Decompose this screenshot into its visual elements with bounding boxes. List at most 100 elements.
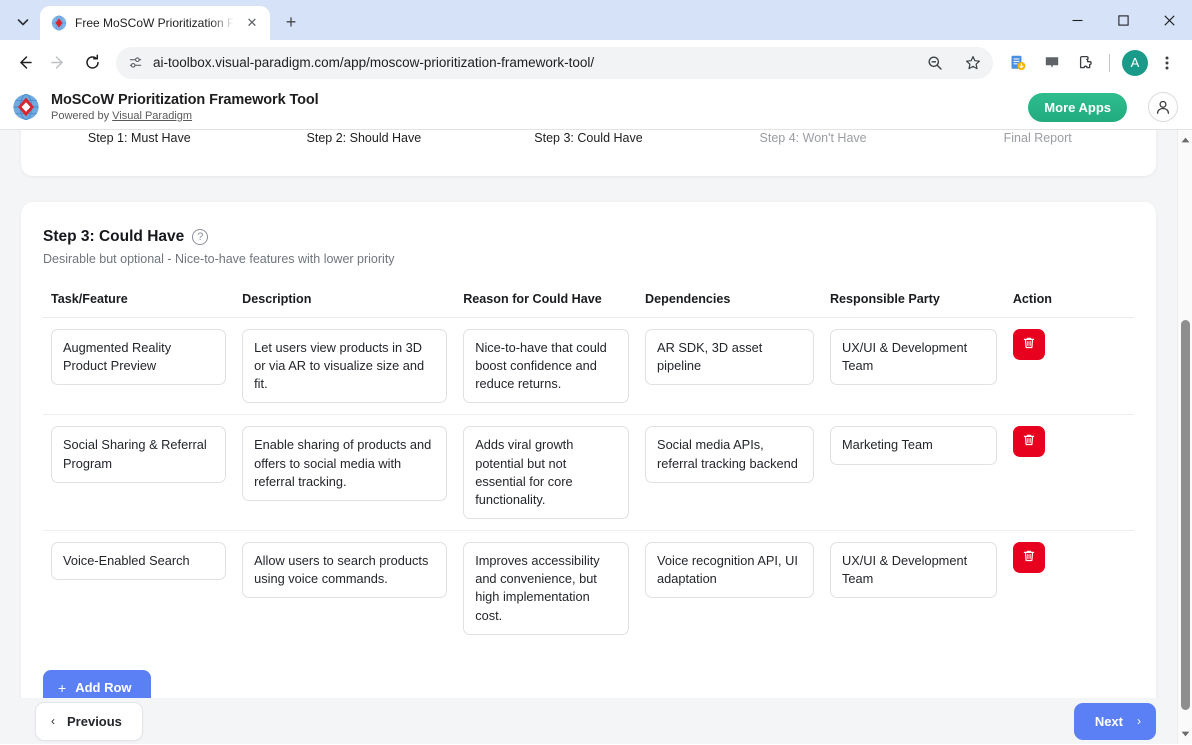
browser-toolbar: ai-toolbox.visual-paradigm.com/app/mosco… [0, 40, 1192, 85]
table-header: Task/Feature Description Reason for Coul… [43, 292, 1134, 318]
task-input[interactable]: Augmented Reality Product Preview [51, 329, 227, 386]
cell-dependencies: AR SDK, 3D asset pipeline [637, 317, 822, 416]
window-minimize-icon[interactable] [1054, 0, 1100, 40]
cell-task: Social Sharing & Referral Program [43, 414, 235, 532]
stepper-step-1[interactable]: Step 1: Must Have [27, 130, 252, 176]
stepper-step-2[interactable]: Step 2: Should Have [252, 130, 477, 176]
address-bar[interactable]: ai-toolbox.visual-paradigm.com/app/mosco… [116, 46, 993, 79]
table-row: Social Sharing & Referral Program Enable… [43, 414, 1134, 532]
user-account-icon[interactable] [1148, 92, 1178, 122]
responsible-input[interactable]: UX/UI & Development Team [829, 542, 997, 599]
responsible-input[interactable]: UX/UI & Development Team [829, 329, 997, 386]
previous-button[interactable]: ‹ Previous [35, 701, 143, 741]
section-subtitle: Desirable but optional - Nice-to-have fe… [43, 252, 395, 266]
more-apps-button[interactable]: More Apps [1028, 92, 1127, 122]
trash-icon [1022, 336, 1036, 353]
back-icon[interactable] [8, 47, 40, 79]
page-scrollbar[interactable] [1177, 130, 1192, 744]
stepper: Step 1: Must Have Step 2: Should Have St… [21, 130, 1156, 176]
page-scroll-area: Step 1: Must Have Step 2: Should Have St… [0, 130, 1177, 744]
chevron-right-icon: › [1137, 714, 1141, 728]
zoom-out-icon[interactable] [921, 49, 949, 77]
reason-input[interactable]: Adds viral growth potential but not esse… [463, 426, 630, 520]
app-title-group: MoSCoW Prioritization Framework Tool Pow… [51, 92, 1017, 122]
dependencies-input[interactable]: AR SDK, 3D asset pipeline [645, 329, 814, 386]
scroll-down-icon[interactable] [1178, 726, 1192, 742]
bookmark-star-icon[interactable] [959, 49, 987, 77]
column-header-description: Description [234, 292, 456, 318]
reading-list-extension-icon[interactable] [1003, 48, 1033, 78]
step-label: Step 4: Won't Have [759, 131, 867, 145]
column-header-responsible: Responsible Party [821, 292, 1005, 318]
description-input[interactable]: Enable sharing of products and offers to… [242, 426, 448, 501]
reason-input[interactable]: Improves accessibility and convenience, … [463, 542, 630, 635]
forward-icon[interactable] [42, 47, 74, 79]
column-header-task: Task/Feature [43, 292, 235, 318]
cell-description: Enable sharing of products and offers to… [234, 414, 456, 532]
add-row-label: Add Row [75, 680, 132, 696]
browser-tab[interactable]: Free MoSCoW Prioritization Fra ✕ [40, 6, 270, 40]
cell-description: Allow users to search products using voi… [234, 531, 455, 646]
section-header: Step 3: Could Have ? [43, 228, 1134, 246]
cell-responsible: UX/UI & Development Team [821, 317, 1005, 416]
cell-action [1005, 531, 1134, 646]
dependencies-input[interactable]: Social media APIs, referral tracking bac… [645, 426, 814, 483]
reload-icon[interactable] [76, 47, 108, 79]
chevron-left-icon: ‹ [51, 714, 55, 728]
stepper-step-final[interactable]: Final Report [925, 130, 1150, 176]
cell-reason: Adds viral growth potential but not esse… [455, 414, 638, 532]
window-maximize-icon[interactable] [1100, 0, 1146, 40]
delete-row-button[interactable] [1012, 542, 1045, 574]
window-controls [1054, 0, 1192, 40]
help-icon[interactable]: ? [192, 229, 209, 245]
description-input[interactable]: Allow users to search products using voi… [242, 542, 448, 599]
app-title: MoSCoW Prioritization Framework Tool [51, 91, 319, 108]
url-text: ai-toolbox.visual-paradigm.com/app/mosco… [153, 55, 595, 70]
responsible-input[interactable]: Marketing Team [829, 426, 997, 465]
table-row: Augmented Reality Product Preview Let us… [43, 317, 1134, 416]
stepper-step-4[interactable]: Step 4: Won't Have [701, 130, 926, 176]
table-body: Augmented Reality Product Preview Let us… [43, 317, 1134, 646]
delete-row-button[interactable] [1012, 329, 1045, 360]
delete-row-button[interactable] [1012, 426, 1045, 458]
cell-dependencies: Voice recognition API, UI adaptation [637, 531, 822, 646]
cell-responsible: Marketing Team [821, 414, 1005, 532]
task-input[interactable]: Voice-Enabled Search [51, 542, 227, 581]
trash-icon [1022, 433, 1036, 450]
table-header-row: Task/Feature Description Reason for Coul… [43, 292, 1134, 318]
window-close-icon[interactable] [1146, 0, 1192, 40]
scrollbar-thumb[interactable] [1181, 320, 1190, 710]
extensions-puzzle-icon[interactable] [1071, 48, 1101, 78]
tab-search-icon[interactable] [6, 6, 40, 38]
close-tab-icon[interactable]: ✕ [246, 15, 258, 30]
description-input[interactable]: Let users view products in 3D or via AR … [242, 329, 448, 404]
chrome-menu-icon[interactable] [1152, 48, 1182, 78]
stepper-step-3[interactable]: Step 3: Could Have [476, 130, 701, 176]
app-header: MoSCoW Prioritization Framework Tool Pow… [0, 85, 1192, 130]
cell-reason: Improves accessibility and convenience, … [455, 531, 637, 646]
plus-icon: + [58, 679, 67, 696]
visual-paradigm-link[interactable]: Visual Paradigm [112, 109, 193, 122]
step-label: Step 3: Could Have [534, 131, 643, 145]
site-settings-icon[interactable] [128, 55, 143, 70]
comment-pin-icon[interactable] [1037, 48, 1067, 78]
cell-action [1004, 317, 1134, 416]
cell-reason: Nice-to-have that could boost confidence… [455, 317, 638, 416]
new-tab-icon[interactable]: + [285, 11, 297, 32]
table-row: Voice-Enabled Search Allow users to sear… [43, 531, 1134, 646]
column-header-dependencies: Dependencies [637, 292, 822, 318]
profile-avatar[interactable]: A [1122, 49, 1148, 76]
next-label: Next [1094, 713, 1123, 729]
cell-task: Voice-Enabled Search [43, 531, 234, 646]
dependencies-input[interactable]: Voice recognition API, UI adaptation [645, 542, 814, 599]
scroll-up-icon[interactable] [1178, 132, 1192, 148]
next-button[interactable]: Next › [1073, 702, 1156, 740]
page-title: Step 3: Could Have [43, 228, 185, 245]
visual-paradigm-favicon-icon [51, 15, 67, 31]
step-content-card: Step 3: Could Have ? Desirable but optio… [21, 202, 1156, 734]
reason-input[interactable]: Nice-to-have that could boost confidence… [463, 329, 630, 404]
task-input[interactable]: Social Sharing & Referral Program [51, 426, 227, 483]
powered-by-prefix: Powered by [51, 109, 113, 122]
cell-task: Augmented Reality Product Preview [43, 317, 235, 416]
could-have-table: Task/Feature Description Reason for Coul… [43, 292, 1134, 646]
